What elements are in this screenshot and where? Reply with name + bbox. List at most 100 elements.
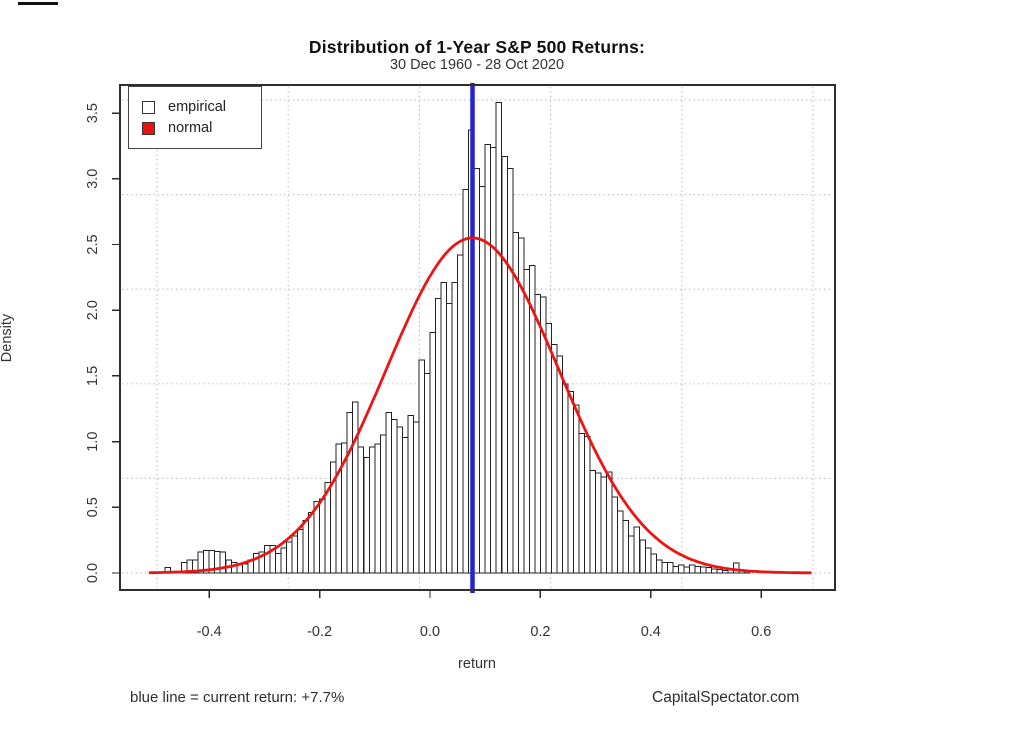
histogram-bar	[219, 551, 227, 574]
histogram-bar	[335, 443, 343, 574]
histogram-bar	[495, 102, 503, 574]
histogram-bar	[683, 566, 690, 574]
histogram-bar	[274, 552, 282, 574]
histogram-bar	[545, 322, 552, 574]
legend-item-normal: normal	[142, 120, 261, 136]
histogram-bar	[534, 293, 541, 574]
histogram-bar	[639, 539, 646, 574]
x-tick-label: 0.4	[641, 624, 661, 640]
histogram-bar	[611, 496, 619, 574]
y-tick-label: 3.5	[85, 103, 101, 123]
histogram-bar	[346, 412, 354, 574]
histogram-bar	[390, 418, 398, 574]
y-axis-title: Density	[0, 313, 15, 363]
histogram-bar	[600, 476, 608, 574]
histogram-bar	[479, 186, 486, 574]
histogram-bar	[440, 282, 448, 574]
histogram-bar	[297, 529, 304, 574]
x-tick-label: 0.2	[530, 624, 550, 640]
source-credit: CapitalSpectator.com	[652, 689, 800, 706]
histogram-bar	[418, 359, 426, 574]
y-tick-label: 1.5	[85, 366, 101, 386]
histogram-bar	[512, 232, 519, 574]
histogram-bar	[628, 535, 635, 574]
histogram-bar	[501, 156, 508, 574]
histogram-bar	[694, 565, 702, 574]
histogram-bar	[650, 553, 657, 574]
histogram-bar	[661, 562, 668, 574]
histogram-bar	[451, 282, 459, 574]
histogram-bar	[672, 565, 679, 574]
chart-subtitle: 30 Dec 1960 - 28 Oct 2020	[389, 57, 565, 73]
histogram-bar	[688, 564, 696, 574]
histogram-bar	[550, 343, 558, 574]
legend: empirical normal	[128, 86, 262, 149]
histogram-bar	[677, 564, 685, 574]
histogram-bar	[379, 434, 387, 574]
y-tick-label: 3.0	[85, 169, 101, 189]
histogram-bar	[286, 541, 293, 574]
normal-swatch-icon	[142, 121, 155, 135]
normal-curve	[148, 236, 812, 575]
histogram-bar	[573, 404, 580, 574]
histogram-bar	[711, 568, 718, 574]
histogram-bar	[263, 544, 271, 574]
histogram-bar	[280, 547, 288, 574]
histogram-bar	[506, 167, 514, 574]
histogram-bar	[484, 144, 492, 574]
histogram-bar	[562, 383, 569, 574]
y-tick-label: 2.0	[85, 300, 101, 320]
y-tick-label: 2.5	[85, 234, 101, 254]
axis-tick-labels: -0.4 -0.2 0.0 0.2 0.4 0.6 0.0 0.5 1.0 1.5 2.0 2.5 3.…	[85, 103, 771, 640]
histogram-bar	[363, 456, 370, 574]
histogram-bar	[666, 562, 674, 574]
histogram-bar	[241, 563, 249, 574]
histogram-bar	[733, 562, 740, 574]
histogram-bar	[655, 559, 663, 574]
legend-label-normal: normal	[168, 120, 213, 136]
histogram-bar	[462, 188, 470, 574]
current-return-note: blue line = current return: +7.7%	[130, 689, 345, 706]
histogram-bar	[385, 412, 392, 574]
histogram-bar	[368, 446, 376, 574]
histogram-bar	[352, 401, 359, 574]
histogram-bar	[407, 414, 414, 574]
histogram-bar	[473, 167, 481, 574]
histogram-bar	[429, 332, 437, 574]
plot-frame	[119, 84, 836, 591]
empirical-swatch-icon	[142, 100, 155, 114]
histogram-bar	[633, 526, 641, 574]
histogram-bar	[302, 519, 310, 574]
histogram-bar	[644, 547, 652, 574]
histogram-bar	[291, 535, 299, 574]
histogram-bar	[606, 471, 613, 574]
histogram-bar	[424, 372, 431, 574]
histogram-bar	[374, 443, 381, 574]
histogram-bar	[396, 426, 403, 574]
histogram-bar	[722, 569, 729, 574]
x-tick-label: 0.6	[751, 624, 771, 640]
histogram-bar	[716, 569, 724, 574]
top-left-crop-artifact	[18, 2, 58, 5]
axis-ticks	[112, 112, 762, 598]
histogram-bar	[319, 498, 326, 574]
x-tick-label: 0.0	[420, 624, 440, 640]
y-tick-label: 1.0	[85, 432, 101, 452]
histogram-bar	[589, 470, 597, 574]
legend-label-empirical: empirical	[168, 99, 227, 115]
legend-item-empirical: empirical	[142, 99, 261, 115]
histogram-bar	[617, 510, 624, 574]
histogram-bar	[523, 269, 530, 574]
histogram-bar	[457, 254, 464, 574]
histogram-bar	[313, 500, 321, 574]
x-tick-label: -0.4	[197, 624, 222, 640]
histogram-bar	[705, 567, 713, 574]
histogram-bars	[164, 102, 751, 574]
histogram-bar	[412, 421, 420, 574]
histogram-bar	[595, 472, 602, 574]
y-tick-label: 0.0	[85, 563, 101, 583]
histogram-bar	[584, 435, 591, 574]
histogram-bar	[308, 512, 315, 574]
